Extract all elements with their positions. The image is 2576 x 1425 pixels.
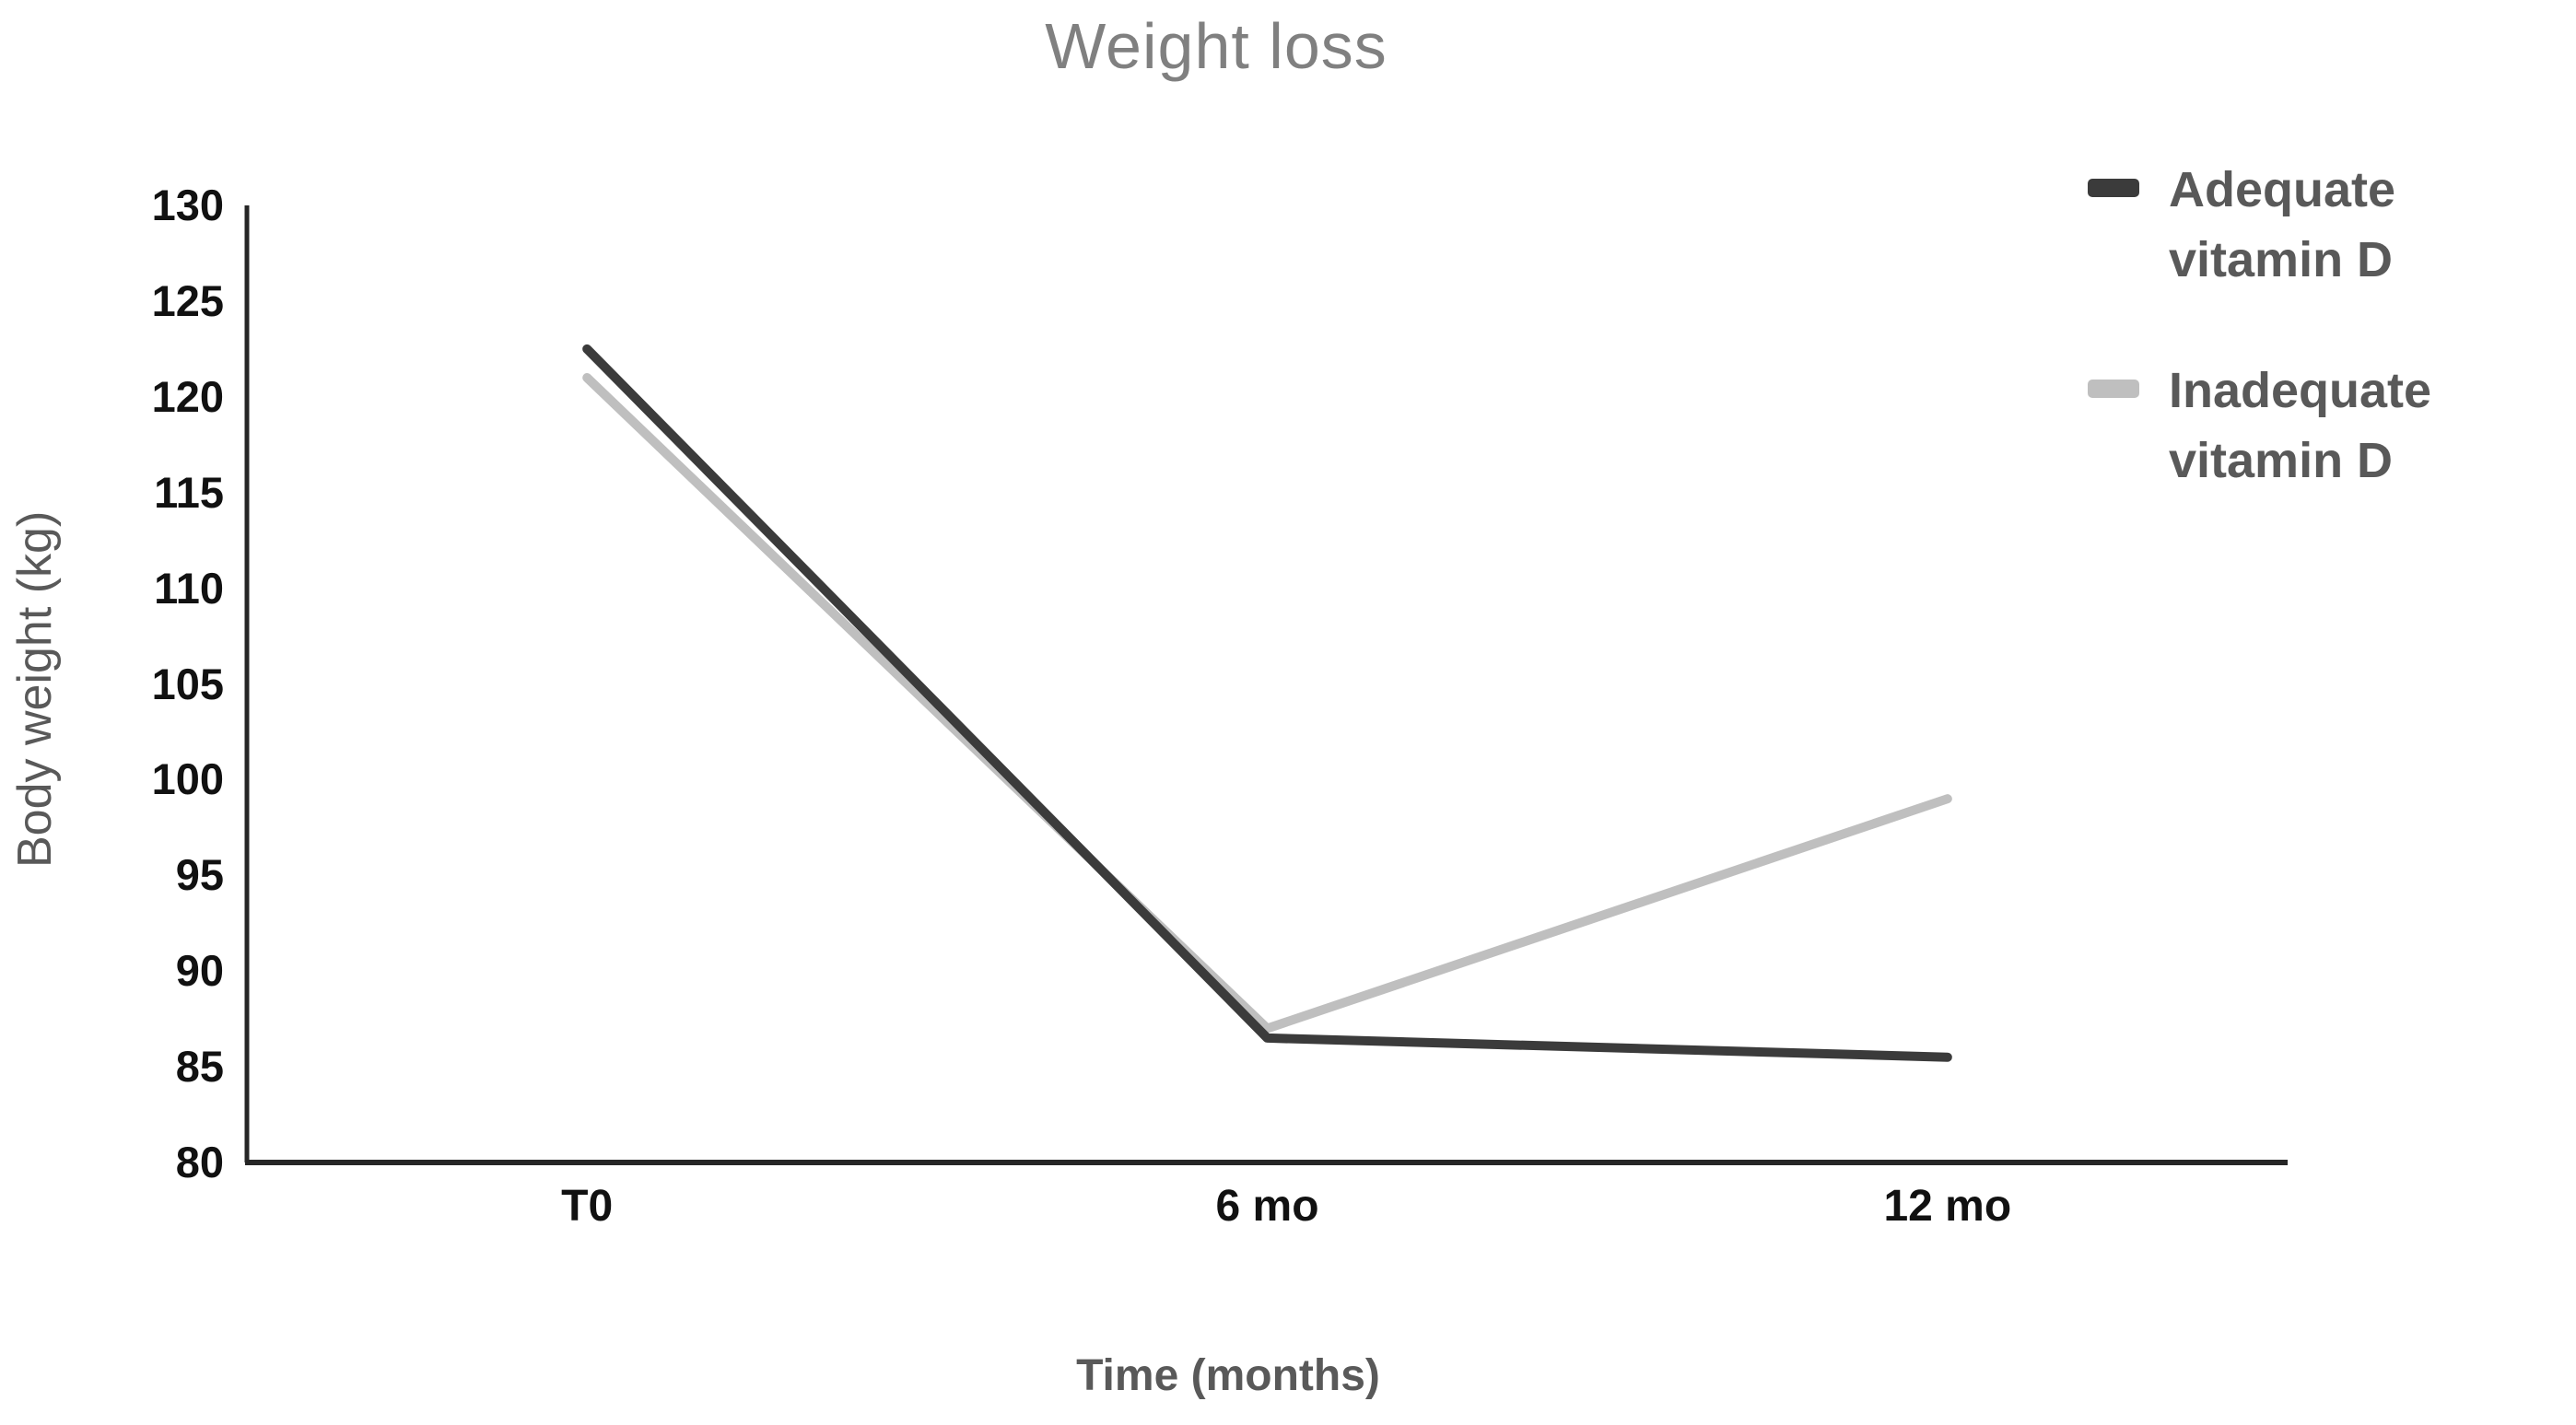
legend-label: Adequate vitamin D: [2169, 162, 2396, 287]
y-tick-label: 85: [175, 1042, 224, 1092]
y-tick-label: 120: [151, 371, 224, 421]
y-tick-label: 110: [154, 563, 224, 613]
y-tick-label: 95: [175, 850, 224, 900]
legend-label: Inadequate vitamin D: [2169, 363, 2432, 488]
y-tick-label: 100: [151, 754, 224, 804]
chart-title: Weight loss: [1045, 10, 1388, 82]
y-tick-label: 80: [175, 1138, 224, 1186]
legend-swatch-icon: [2088, 380, 2139, 398]
series-line-adequate-vitamin-d: [582, 344, 1952, 1062]
legend-entry: Adequate vitamin D: [2088, 155, 2567, 295]
y-axis-title: Body weight (kg): [8, 510, 62, 868]
y-tick-label: 125: [151, 275, 224, 325]
legend-swatch-icon: [2088, 179, 2139, 197]
y-tick-label: 115: [154, 467, 224, 517]
x-tick-label: 12 mo: [1883, 1182, 2012, 1231]
legend-entry: Inadequate vitamin D: [2088, 356, 2567, 496]
legend: Adequate vitamin D Inadequate vitamin D: [2088, 155, 2567, 556]
x-tick-label: T0: [561, 1182, 614, 1231]
y-tick-label: 130: [151, 181, 224, 229]
x-axis-title: Time (months): [1076, 1351, 1380, 1400]
series-line-inadequate-vitamin-d: [582, 373, 1952, 1034]
x-tick-label: 6 mo: [1215, 1182, 1319, 1231]
y-tick-label: 90: [175, 946, 224, 996]
y-tick-label: 105: [151, 659, 224, 708]
